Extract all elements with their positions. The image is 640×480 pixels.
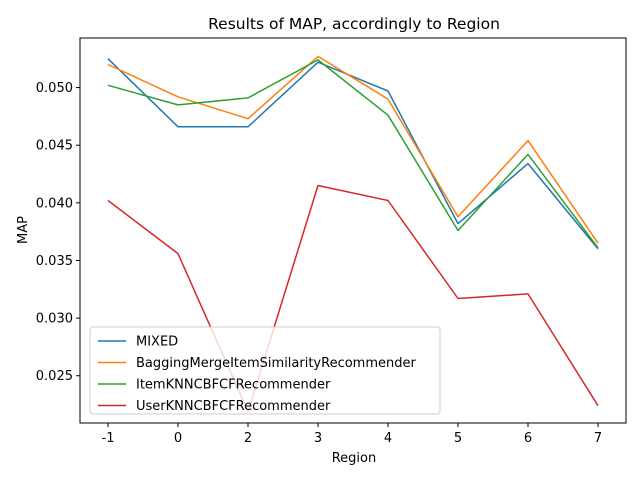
y-tick-label: 0.035 [36,254,73,269]
x-axis-title: Region [332,451,377,466]
y-tick-label: 0.045 [36,139,73,154]
x-tick-label: 0 [174,431,182,446]
series-line-2 [107,55,599,244]
x-tick-label: 4 [384,431,392,446]
series-line-4 [107,184,599,413]
legend-label: BaggingMergeItemSimilarityRecommender [136,356,416,371]
x-tick-label: -1 [102,431,115,446]
x-tick-label: 6 [524,431,532,446]
y-axis-title: MAP [16,216,31,244]
series-line-1 [107,58,599,250]
x-tick-label: 3 [314,431,322,446]
x-tick-label: 2 [244,431,252,446]
plot-frame [79,37,627,424]
y-tick-label: 0.030 [36,312,73,327]
legend: MIXED BaggingMergeItemSimilarityRecommend… [89,326,441,415]
ticks-layer: -1 0 2 3 4 5 6 7 0.025 0.030 0.035 0.040 0.045 0.050 [36,81,602,446]
legend-label: ItemKNNCBFCFRecommender [136,378,331,393]
legend-label: MIXED [136,335,178,350]
y-tick-label: 0.050 [36,81,73,96]
x-tick-label: 7 [594,431,602,446]
chart-title: Results of MAP, accordingly to Region [208,15,500,33]
legend-box [89,326,441,415]
y-tick-label: 0.040 [36,196,73,211]
y-tick-label: 0.025 [36,369,73,384]
x-tick-label: 5 [454,431,462,446]
series-line-3 [107,59,599,249]
legend-label: UserKNNCBFCFRecommender [136,399,331,414]
series-layer [107,55,599,413]
